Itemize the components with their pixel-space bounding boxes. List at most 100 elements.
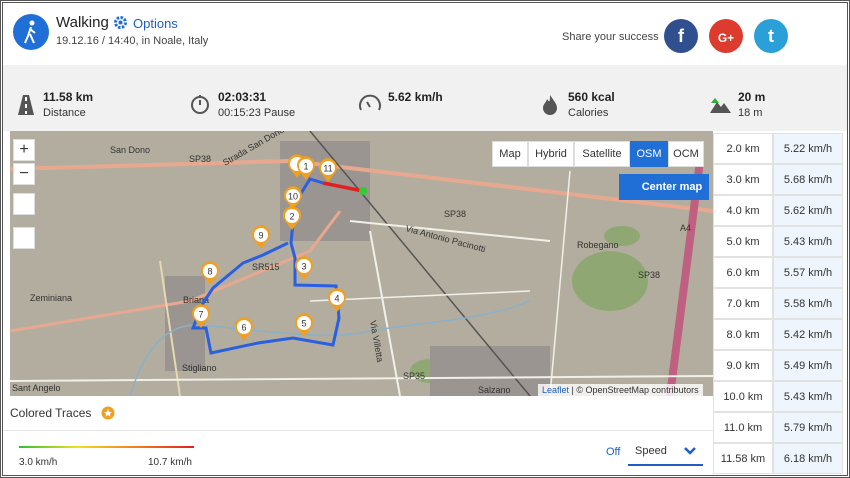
road	[666, 160, 704, 396]
road	[10, 375, 713, 382]
split-speed: 5.68 km/h	[773, 164, 843, 195]
place-label: Salzano	[478, 385, 511, 395]
stat-label: 00:15:23 Pause	[218, 107, 296, 119]
icon-shape	[710, 102, 731, 113]
road	[309, 290, 531, 302]
start-point	[359, 187, 367, 195]
marker-label: 6	[241, 323, 246, 333]
split-distance: 5.0 km	[713, 226, 773, 257]
settings[interactable]	[13, 227, 35, 249]
split-speed: 5.57 km/h	[773, 257, 843, 288]
place-label: SP35	[403, 371, 425, 381]
icon-shape	[359, 94, 381, 111]
center-map-button[interactable]: Center map	[619, 174, 709, 200]
activity-icon	[13, 14, 49, 50]
zoom-in[interactable]: +	[13, 139, 35, 161]
split-speed: 6.18 km/h	[773, 443, 843, 474]
layer-button[interactable]: Hybrid	[528, 141, 574, 167]
road	[10, 210, 342, 333]
pin-face	[297, 259, 311, 273]
pin-face	[194, 307, 208, 321]
pin-face	[286, 189, 300, 203]
marker-label: 1	[303, 162, 308, 172]
stat-value: 02:03:31	[218, 90, 267, 104]
icon-shape	[711, 98, 719, 103]
mode-value: Speed	[635, 445, 667, 457]
layer-button[interactable]: OCM	[668, 141, 704, 167]
social-label: f	[678, 26, 685, 46]
traces-title: Colored Traces	[10, 406, 92, 420]
chevron[interactable]	[683, 446, 697, 456]
park	[604, 226, 640, 246]
stat-value: 5.62 km/h	[388, 90, 443, 104]
stat-label: 18 m	[738, 107, 763, 119]
social-label: t	[768, 26, 774, 46]
park	[572, 251, 648, 311]
split-distance: 7.0 km	[713, 288, 773, 319]
marker-label: 3	[301, 262, 306, 272]
layer-button[interactable]: Satellite	[574, 141, 630, 167]
stat-label: Calories	[568, 107, 609, 119]
pin-face	[330, 291, 344, 305]
place-label: San Dono	[110, 145, 150, 155]
split-distance: 11.58 km	[713, 443, 773, 474]
pin-face	[297, 316, 311, 330]
pin-face	[237, 320, 251, 334]
split-speed: 5.43 km/h	[773, 381, 843, 412]
place-label: SP38	[189, 154, 211, 164]
off-toggle[interactable]: Off	[606, 446, 621, 458]
town	[430, 346, 550, 396]
stat-value: 11.58 km	[43, 90, 94, 104]
zoom-out[interactable]: −	[13, 163, 35, 185]
gear-icon[interactable]	[113, 15, 128, 30]
stat-label: Distance	[43, 107, 86, 119]
icon-shape	[366, 101, 371, 108]
social-button[interactable]: t	[753, 18, 789, 54]
marker-label: 2	[289, 212, 294, 222]
split-distance: 11.0 km	[713, 412, 773, 443]
road	[309, 131, 531, 396]
mode-select[interactable]: Speed	[628, 444, 703, 466]
social-label: G+	[718, 31, 734, 45]
stat-icon	[359, 94, 381, 111]
options-link[interactable]: Options	[133, 16, 178, 31]
split-distance: 3.0 km	[713, 164, 773, 195]
layer-button[interactable]: OSM	[630, 141, 668, 167]
place-label: Stigliano	[182, 363, 217, 373]
activity-title: Walking	[56, 14, 109, 31]
road	[369, 230, 401, 396]
color-scale	[19, 446, 194, 448]
split-speed: 5.79 km/h	[773, 412, 843, 443]
place-label: Robegano	[577, 240, 619, 250]
road	[349, 220, 551, 242]
activity-subtitle: 19.12.16 / 14:40, in Noale, Italy	[56, 35, 209, 47]
split-speed: 5.62 km/h	[773, 195, 843, 226]
stat-icon	[18, 95, 34, 115]
stat-icon	[191, 95, 209, 114]
layer-button[interactable]: Map	[492, 141, 528, 167]
social-button[interactable]: G+	[708, 18, 744, 54]
attribution: Leaflet | © OpenStreetMap contributors	[538, 384, 703, 396]
track	[190, 177, 341, 355]
scale-min: 3.0 km/h	[19, 457, 58, 468]
stat-value: 20 m	[738, 90, 766, 104]
leaflet-link[interactable]: Leaflet	[542, 385, 570, 395]
split-speed: 5.49 km/h	[773, 350, 843, 381]
fullscreen[interactable]	[13, 193, 35, 215]
split-speed: 5.58 km/h	[773, 288, 843, 319]
marker-label: 4	[334, 294, 339, 304]
scale-max: 10.7 km/h	[148, 457, 192, 468]
split-distance: 10.0 km	[713, 381, 773, 412]
icon-shape	[543, 95, 557, 115]
road	[159, 260, 181, 396]
stats-band	[3, 65, 847, 131]
social-button[interactable]: f	[663, 18, 699, 54]
place-label: A4	[680, 223, 691, 233]
place-label: Zeminiana	[30, 293, 72, 303]
pin-face	[254, 228, 268, 242]
split-distance: 6.0 km	[713, 257, 773, 288]
social-circle	[754, 19, 788, 53]
stat-icon	[543, 95, 557, 115]
